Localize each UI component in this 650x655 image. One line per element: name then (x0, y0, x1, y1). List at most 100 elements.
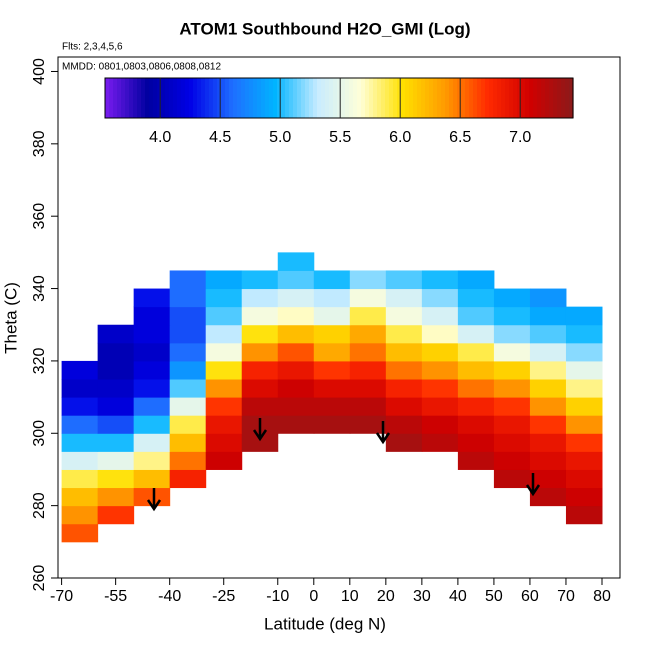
y-tick-label: 260 (31, 565, 48, 592)
cell (565, 306, 603, 326)
colorbar-swatch (509, 78, 514, 118)
colorbar-tick-label: 6.0 (389, 129, 411, 146)
cell (493, 379, 531, 398)
cell (349, 415, 387, 434)
colorbar-swatch (469, 78, 474, 118)
cell (565, 415, 603, 434)
colorbar: 4.0 4.5 5.0 5.5 6.0 6.5 7.0 (104, 77, 574, 146)
colorbar-swatch (357, 78, 362, 118)
cell (457, 433, 495, 452)
cell (277, 360, 315, 380)
cell (277, 324, 315, 344)
colorbar-swatch (269, 78, 274, 118)
colorbar-swatch (109, 78, 114, 118)
colorbar-swatch (565, 78, 570, 118)
cell (349, 360, 387, 380)
cell (241, 288, 279, 308)
colorbar-swatch (217, 78, 222, 118)
chart-title: ATOM1 Southbound H2O_GMI (Log) (179, 19, 470, 38)
cell (313, 415, 351, 434)
cell (493, 360, 531, 380)
cell (205, 379, 243, 398)
colorbar-swatch (277, 78, 282, 118)
cell (349, 342, 387, 362)
y-tick-label: 380 (31, 130, 48, 157)
cell (133, 360, 171, 380)
colorbar-swatch (349, 78, 354, 118)
x-tick-label: -70 (50, 588, 73, 605)
cell (457, 288, 495, 308)
x-tick-label: -40 (158, 588, 181, 605)
cell (241, 270, 279, 290)
cell (421, 324, 459, 344)
cell (277, 415, 315, 434)
x-tick-label: -10 (266, 588, 289, 605)
cell (565, 397, 603, 416)
cell (385, 379, 423, 398)
x-tick-label: 10 (341, 588, 359, 605)
cell (205, 451, 243, 470)
colorbar-swatch (521, 78, 526, 118)
cell (457, 397, 495, 416)
cell (313, 306, 351, 326)
cell (529, 433, 567, 452)
cell (565, 505, 603, 525)
colorbar-swatch (257, 78, 262, 118)
colorbar-swatch (393, 78, 398, 118)
cell (97, 433, 135, 452)
cell (97, 324, 135, 344)
colorbar-swatch (477, 78, 482, 118)
colorbar-tick-label: 4.0 (149, 129, 171, 146)
cell (277, 288, 315, 308)
colorbar-swatch (261, 78, 266, 118)
cell (493, 433, 531, 452)
cell (529, 415, 567, 434)
cell (565, 487, 603, 507)
colorbar-swatch (293, 78, 298, 118)
cell (349, 379, 387, 398)
cell (97, 360, 135, 380)
colorbar-swatch (121, 78, 126, 118)
cell (133, 306, 171, 326)
cell (133, 415, 171, 434)
arrows (146, 418, 541, 512)
cell (61, 523, 99, 543)
cell (169, 451, 207, 470)
y-tick-label: 280 (31, 492, 48, 519)
cell (565, 433, 603, 452)
colorbar-swatch (153, 78, 158, 118)
cell (385, 288, 423, 308)
cell (349, 397, 387, 416)
cell (313, 397, 351, 416)
cell (97, 469, 135, 489)
cell (313, 270, 351, 290)
colorbar-swatch (497, 78, 502, 118)
colorbar-swatch (177, 78, 182, 118)
colorbar-swatch (173, 78, 178, 118)
colorbar-swatch (165, 78, 170, 118)
colorbar-swatch (341, 78, 346, 118)
cell (313, 342, 351, 362)
colorbar-swatch (233, 78, 238, 118)
colorbar-tick-label: 7.0 (509, 129, 531, 146)
colorbar-swatch (541, 78, 546, 118)
cell (385, 415, 423, 434)
colorbar-swatch (265, 78, 270, 118)
colorbar-swatch (253, 78, 258, 118)
colorbar-swatch (185, 78, 190, 118)
colorbar-swatch (337, 78, 342, 118)
cell (529, 342, 567, 362)
cell (133, 487, 171, 507)
cell (493, 288, 531, 308)
cell (61, 397, 99, 416)
colorbar-swatch (321, 78, 326, 118)
cell (61, 433, 99, 452)
cell (97, 415, 135, 434)
colorbar-swatch (401, 78, 406, 118)
colorbar-swatch (561, 78, 566, 118)
cell (313, 379, 351, 398)
colorbar-tick-label: 5.5 (329, 129, 351, 146)
arrow (525, 473, 541, 497)
colorbar-swatch (197, 78, 202, 118)
